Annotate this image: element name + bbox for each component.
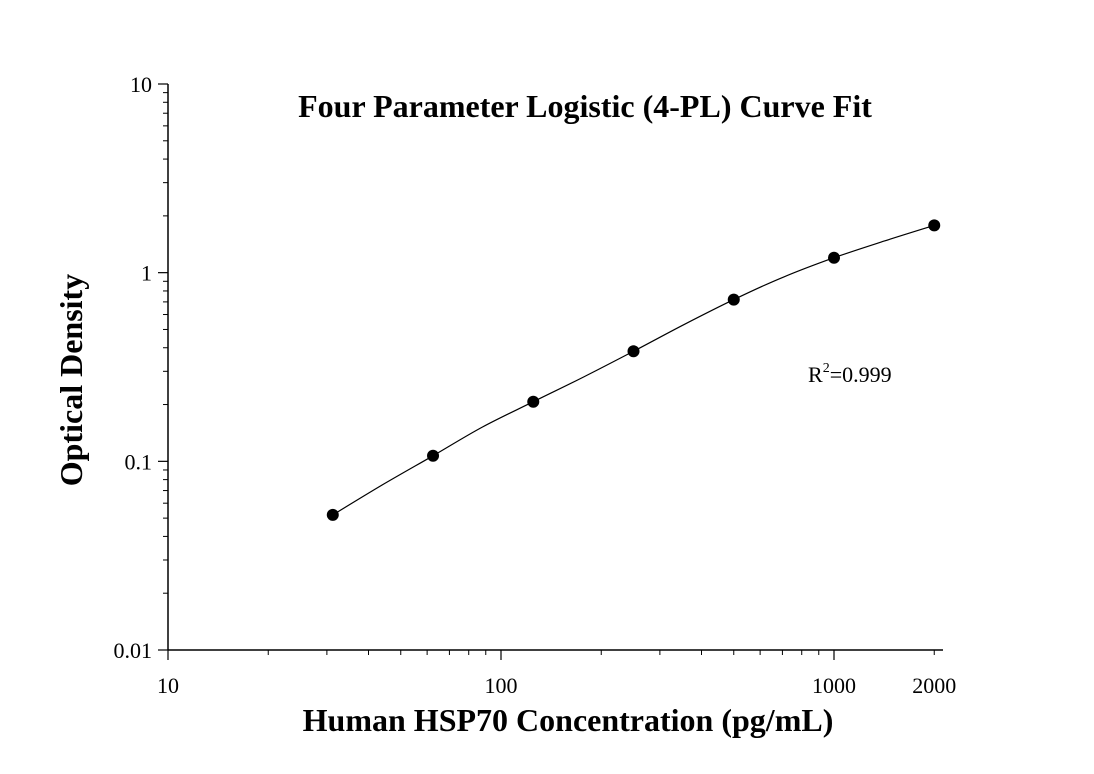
chart-title: Four Parameter Logistic (4-PL) Curve Fit xyxy=(298,88,872,124)
y-tick-label: 0.01 xyxy=(114,638,153,663)
y-axis-title: Optical Density xyxy=(53,274,89,486)
y-tick-label: 10 xyxy=(130,72,152,97)
data-point xyxy=(928,219,941,232)
x-tick-label: 10 xyxy=(157,673,179,698)
r-squared-value: =0.999 xyxy=(830,362,892,387)
data-point xyxy=(527,395,540,408)
r-squared-base: R xyxy=(808,362,823,387)
axes xyxy=(167,84,943,651)
y-tick-label: 1 xyxy=(141,261,152,286)
r-squared-superscript: 2 xyxy=(823,361,830,376)
x-tick-label: 100 xyxy=(485,673,518,698)
y-tick-label: 0.1 xyxy=(125,449,153,474)
ticks xyxy=(158,83,935,660)
data-point xyxy=(627,345,640,358)
x-axis-title: Human HSP70 Concentration (pg/mL) xyxy=(303,702,834,738)
data-points xyxy=(326,219,941,521)
data-point xyxy=(828,251,840,264)
r-squared-annotation: R2=0.999 xyxy=(808,361,892,387)
x-tick-label: 2000 xyxy=(912,673,956,698)
data-point xyxy=(326,508,339,521)
x-tick-label: 1000 xyxy=(812,673,856,698)
data-point xyxy=(727,293,740,306)
data-point xyxy=(427,449,440,462)
tick-labels: 0.01 0.1 1 10 10 100 1000 2000 xyxy=(114,72,957,698)
